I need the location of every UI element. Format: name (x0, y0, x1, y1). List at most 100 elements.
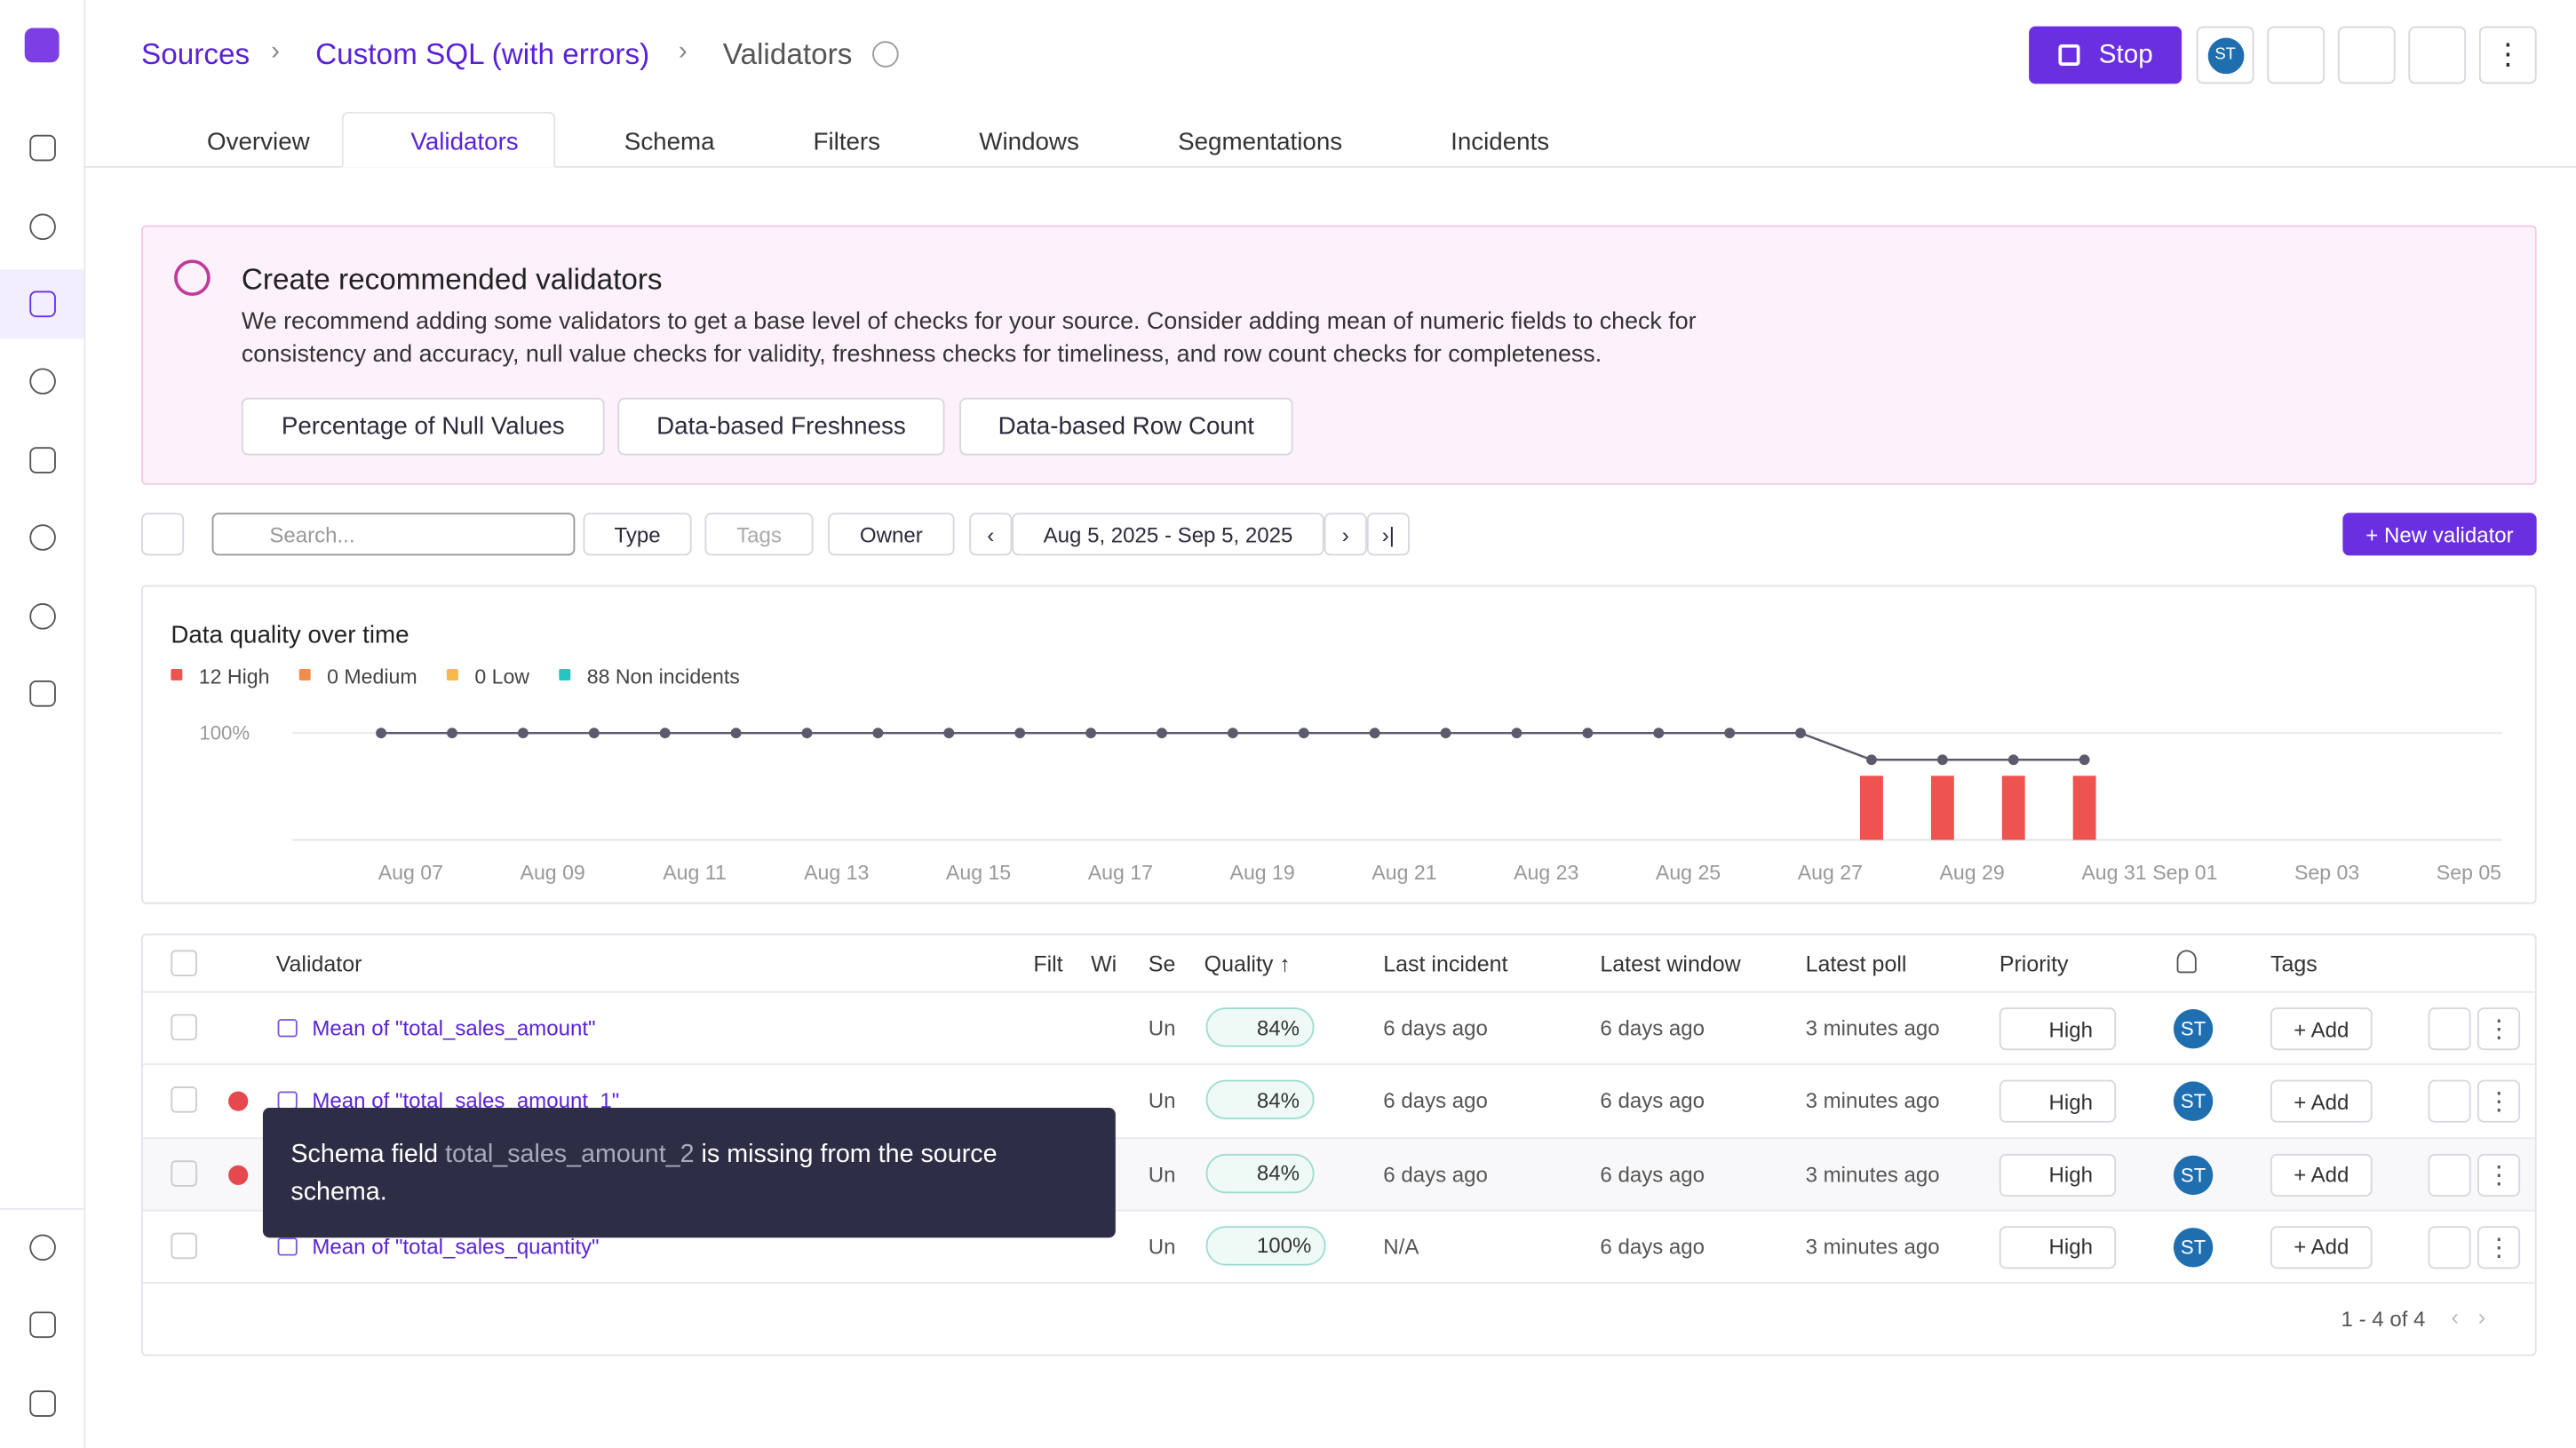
checkbox[interactable] (171, 1014, 197, 1041)
priority-button[interactable]: High (1999, 1080, 2117, 1124)
page-prev[interactable]: ‹ › (2451, 1303, 2486, 1330)
quality-pill: 84% (1205, 1153, 1315, 1193)
recommend-button[interactable]: Percentage of Null Values (241, 397, 605, 456)
tab[interactable]: Filters (813, 127, 881, 155)
point (1795, 728, 1806, 739)
nav-icon[interactable] (29, 1390, 56, 1417)
column-header[interactable]: Latest poll (1805, 951, 1907, 977)
tab[interactable]: Segmentations (1178, 127, 1343, 155)
menu-button[interactable]: ⋮ (2477, 1007, 2521, 1051)
tab[interactable]: Incidents (1451, 127, 1550, 155)
checkbox[interactable] (171, 1159, 197, 1187)
owner-avatar: ST (2173, 1081, 2214, 1122)
icon-button[interactable]: ⋮ (2478, 26, 2537, 84)
nav-icon[interactable] (29, 1234, 56, 1261)
add-tag-button[interactable]: + Add (2270, 1153, 2373, 1197)
nav-icon[interactable] (29, 603, 56, 630)
point (1014, 728, 1026, 739)
tab[interactable]: Overview (207, 127, 310, 155)
quality-pill: 84% (1205, 1080, 1315, 1120)
notify-button[interactable] (2428, 1080, 2471, 1124)
icon-button[interactable] (2337, 26, 2396, 84)
crumb[interactable]: Sources (141, 37, 250, 71)
nav-icon[interactable] (29, 680, 56, 707)
x-tick-label: Sep 03 (2294, 861, 2359, 884)
notify-button[interactable] (2428, 1007, 2471, 1051)
prev-button[interactable]: ‹ (969, 513, 1013, 556)
tab[interactable]: Windows (979, 127, 1079, 155)
nav-icon[interactable] (29, 447, 56, 473)
filter-button[interactable]: Owner (828, 513, 955, 556)
divider (0, 1207, 84, 1210)
latest-window: 6 days ago (1600, 1015, 1705, 1041)
crumb: Validators (722, 37, 853, 71)
recommend-button[interactable]: Data-based Row Count (959, 397, 1293, 456)
checkbox[interactable] (171, 950, 197, 977)
tab[interactable]: Schema (624, 127, 715, 155)
last-button[interactable]: ›| (1366, 513, 1410, 556)
date-range[interactable]: Aug 5, 2025 - Sep 5, 2025 (1012, 513, 1324, 556)
x-tick-label: Sep 05 (2437, 861, 2501, 884)
x-tick-label: Aug 23 (1514, 861, 1578, 884)
search-input[interactable]: Search... (211, 513, 576, 556)
validator-name[interactable]: Mean of "total_sales_amount" (312, 1015, 596, 1041)
nav-active[interactable] (0, 269, 84, 339)
icon-button[interactable] (2408, 26, 2467, 84)
column-header[interactable]: Se (1148, 951, 1176, 977)
nav-icon[interactable] (29, 290, 56, 318)
priority-button[interactable]: High (1999, 1007, 2117, 1051)
notify-button[interactable] (2428, 1153, 2471, 1197)
column-header[interactable]: Validator (275, 951, 362, 977)
point (517, 728, 529, 739)
nav-icon[interactable] (29, 213, 56, 241)
checkbox[interactable] (171, 1086, 197, 1114)
column-header[interactable]: Priority (1999, 951, 2069, 977)
bookmark-button[interactable] (141, 513, 185, 556)
x-tick-label: Aug 31 (2081, 861, 2146, 884)
menu-button[interactable]: ⋮ (2477, 1153, 2521, 1197)
crumb[interactable]: Custom SQL (with errors) (315, 37, 650, 71)
owner-avatar: ST (2173, 1009, 2214, 1049)
x-tick-label: Aug 29 (1940, 861, 2005, 884)
quality-pill: 100% (1205, 1226, 1327, 1266)
next-button[interactable]: › (1324, 513, 1367, 556)
point (2079, 754, 2090, 766)
filter-button[interactable]: Tags (704, 513, 814, 556)
column-header[interactable]: Latest window (1600, 951, 1741, 977)
column-header[interactable]: Wi (1091, 951, 1117, 977)
nav-icon[interactable] (29, 368, 56, 395)
column-header[interactable]: Filt (1033, 951, 1063, 977)
tab-active-bg (341, 111, 556, 168)
help-icon[interactable] (872, 41, 899, 68)
priority-button[interactable]: High (1999, 1226, 2117, 1269)
new-validator-button[interactable]: + New validator (2342, 513, 2537, 556)
menu-button[interactable]: ⋮ (2477, 1226, 2521, 1269)
stop-button[interactable]: Stop (2029, 26, 2182, 84)
nav-icon[interactable] (29, 134, 56, 162)
add-tag-button[interactable]: + Add (2270, 1007, 2373, 1051)
filter-button[interactable]: Type (583, 513, 692, 556)
logo[interactable] (24, 28, 60, 63)
x-tick-label: Sep 01 (2152, 861, 2217, 884)
nav-icon[interactable] (29, 524, 56, 551)
nav-icon[interactable] (29, 1311, 56, 1339)
add-tag-button[interactable]: + Add (2270, 1226, 2373, 1269)
add-tag-button[interactable]: + Add (2270, 1080, 2373, 1124)
bar (1860, 776, 1883, 840)
column-header[interactable]: Last incident (1383, 951, 1508, 977)
avatar-button[interactable]: ST (2196, 26, 2254, 84)
x-tick-label: Aug 21 (1371, 861, 1436, 884)
recommend-button[interactable]: Data-based Freshness (617, 397, 945, 456)
icon-button[interactable] (2267, 26, 2326, 84)
notify-button[interactable] (2428, 1226, 2471, 1269)
validator-name[interactable]: Mean of "total_sales_quantity" (312, 1234, 600, 1260)
y-tick-label: 100% (199, 722, 250, 744)
checkbox[interactable] (171, 1232, 197, 1260)
column-header[interactable]: Tags (2270, 951, 2318, 977)
point (943, 728, 955, 739)
tab[interactable]: Validators (410, 127, 519, 155)
priority-button[interactable]: High (1999, 1153, 2117, 1197)
menu-button[interactable]: ⋮ (2477, 1080, 2521, 1124)
column-header[interactable]: Quality ↑ (1204, 951, 1291, 977)
